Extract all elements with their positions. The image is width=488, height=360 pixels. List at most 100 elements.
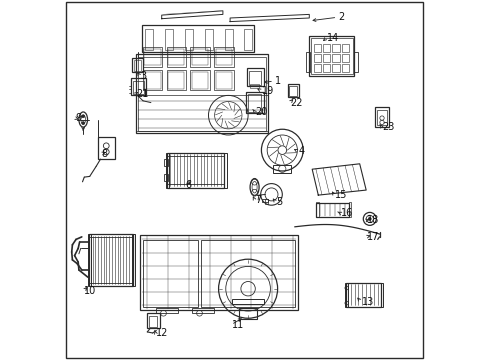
Bar	[341, 44, 348, 52]
Bar	[166, 153, 169, 188]
Bar	[163, 174, 167, 181]
Bar	[341, 54, 348, 62]
Bar	[192, 49, 208, 65]
Bar	[168, 72, 184, 89]
Bar	[247, 94, 261, 112]
Bar	[142, 70, 162, 90]
Text: 13: 13	[361, 297, 373, 307]
Text: 12: 12	[156, 328, 168, 338]
Bar	[165, 29, 173, 50]
Bar	[200, 240, 294, 307]
Text: 19: 19	[261, 86, 273, 96]
Bar	[132, 58, 142, 72]
Bar	[204, 29, 212, 50]
Text: 17: 17	[366, 232, 379, 242]
Bar	[224, 153, 226, 188]
Bar	[348, 202, 351, 217]
Bar	[380, 283, 383, 307]
Text: 3: 3	[140, 71, 146, 81]
Bar	[224, 29, 232, 50]
Text: 10: 10	[84, 286, 96, 296]
Bar	[132, 234, 135, 286]
Bar	[166, 70, 186, 90]
Bar	[244, 29, 252, 50]
Bar	[214, 47, 233, 67]
Text: 1: 1	[275, 76, 281, 86]
Bar	[332, 64, 339, 72]
Bar	[145, 29, 153, 50]
Bar	[215, 49, 231, 65]
Bar	[133, 81, 144, 94]
Bar	[190, 47, 209, 67]
Bar	[136, 95, 267, 131]
Polygon shape	[162, 11, 223, 19]
Bar	[249, 84, 258, 88]
Bar	[138, 57, 265, 131]
Bar	[310, 38, 352, 74]
Bar	[376, 110, 386, 125]
Bar	[315, 202, 318, 217]
Circle shape	[81, 122, 84, 125]
Bar	[136, 54, 267, 133]
Circle shape	[81, 115, 84, 118]
Bar	[239, 308, 257, 319]
Text: 22: 22	[290, 98, 303, 108]
Text: 9: 9	[75, 113, 81, 123]
Bar	[341, 64, 348, 72]
Bar	[316, 203, 348, 217]
Bar	[156, 308, 178, 313]
Bar	[313, 54, 320, 62]
Bar	[273, 165, 291, 173]
Bar	[309, 36, 354, 76]
Bar	[142, 25, 253, 52]
Bar	[322, 54, 329, 62]
Bar	[288, 86, 296, 96]
Text: 11: 11	[231, 320, 244, 330]
Bar	[98, 137, 115, 159]
Bar	[89, 283, 133, 286]
Bar	[246, 92, 263, 113]
Bar	[313, 64, 320, 72]
Bar	[215, 72, 231, 89]
Polygon shape	[311, 164, 366, 195]
Bar	[345, 283, 347, 307]
Bar	[167, 153, 224, 156]
Bar	[148, 316, 157, 327]
Bar	[167, 184, 224, 188]
Text: 4: 4	[298, 146, 304, 156]
Bar	[142, 240, 197, 307]
Bar	[374, 107, 388, 127]
Bar	[353, 52, 357, 72]
Bar	[89, 234, 133, 286]
Bar	[322, 64, 329, 72]
Bar	[287, 84, 299, 97]
Bar	[192, 308, 213, 313]
Bar	[265, 199, 268, 204]
Text: 14: 14	[326, 33, 339, 43]
Bar	[192, 72, 208, 89]
Bar	[214, 70, 233, 90]
Bar	[168, 49, 184, 65]
Bar	[261, 199, 268, 202]
Text: 6: 6	[185, 180, 191, 190]
Bar	[322, 44, 329, 52]
Bar	[167, 153, 224, 188]
Bar	[142, 47, 162, 67]
Bar	[144, 72, 160, 89]
Bar	[346, 283, 381, 307]
Bar	[190, 70, 209, 90]
Text: 23: 23	[381, 122, 394, 132]
Bar	[306, 52, 309, 72]
Bar	[249, 71, 261, 85]
Text: 16: 16	[340, 208, 352, 218]
Bar	[88, 234, 91, 286]
Bar	[140, 235, 297, 310]
Bar	[144, 49, 160, 65]
Text: 21: 21	[136, 89, 148, 99]
Text: 15: 15	[335, 190, 347, 200]
Text: 20: 20	[255, 107, 267, 117]
Text: 2: 2	[337, 12, 344, 22]
Bar	[332, 44, 339, 52]
Text: 8: 8	[102, 149, 107, 159]
Bar	[247, 68, 263, 86]
